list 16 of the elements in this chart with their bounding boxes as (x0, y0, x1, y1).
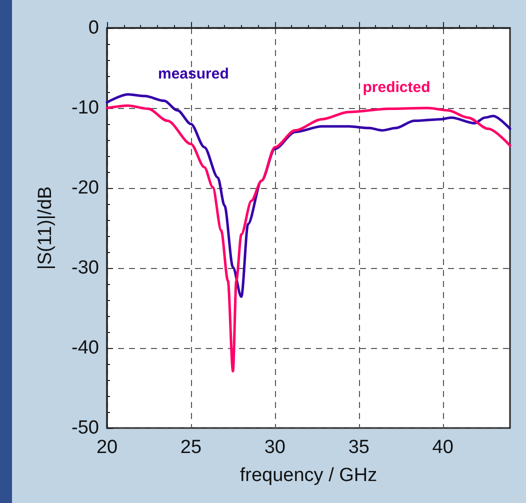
y-tick-label: 0 (88, 18, 99, 38)
x-tick-label: 35 (348, 437, 370, 458)
series-label: measured (158, 65, 229, 82)
x-tick-label: 30 (264, 437, 286, 458)
x-tick-label: 40 (432, 437, 454, 458)
y-axis-title: |S(11)|/dB (35, 186, 56, 270)
y-tick-label: -20 (72, 178, 99, 198)
line-series (106, 104, 512, 372)
x-axis-title: frequency / GHz (240, 465, 378, 486)
x-tick-label: 25 (180, 437, 202, 458)
y-tick-label: -50 (72, 418, 99, 438)
x-tick-label: 20 (96, 437, 118, 458)
series-label: predicted (362, 79, 430, 96)
y-tick-label: -40 (72, 338, 99, 358)
y-tick-label: -30 (72, 258, 99, 278)
y-tick-label: -10 (72, 98, 99, 118)
